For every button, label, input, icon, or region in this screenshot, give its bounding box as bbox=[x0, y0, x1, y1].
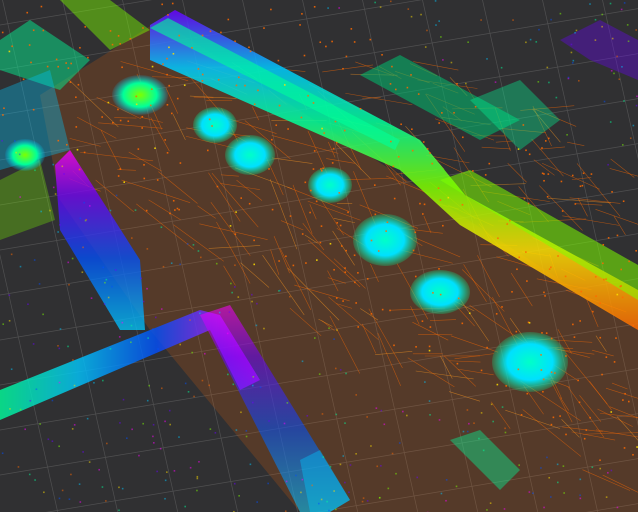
tree bbox=[225, 135, 275, 175]
tree bbox=[5, 139, 45, 171]
tree bbox=[193, 107, 237, 143]
tree bbox=[353, 214, 417, 266]
wall-north-facade bbox=[150, 10, 638, 330]
tree bbox=[492, 332, 568, 392]
tree bbox=[112, 75, 168, 115]
tree bbox=[308, 167, 352, 203]
trees bbox=[5, 75, 568, 392]
wall-west-facade bbox=[55, 150, 145, 330]
tree bbox=[410, 270, 470, 314]
ground-points bbox=[40, 20, 638, 512]
